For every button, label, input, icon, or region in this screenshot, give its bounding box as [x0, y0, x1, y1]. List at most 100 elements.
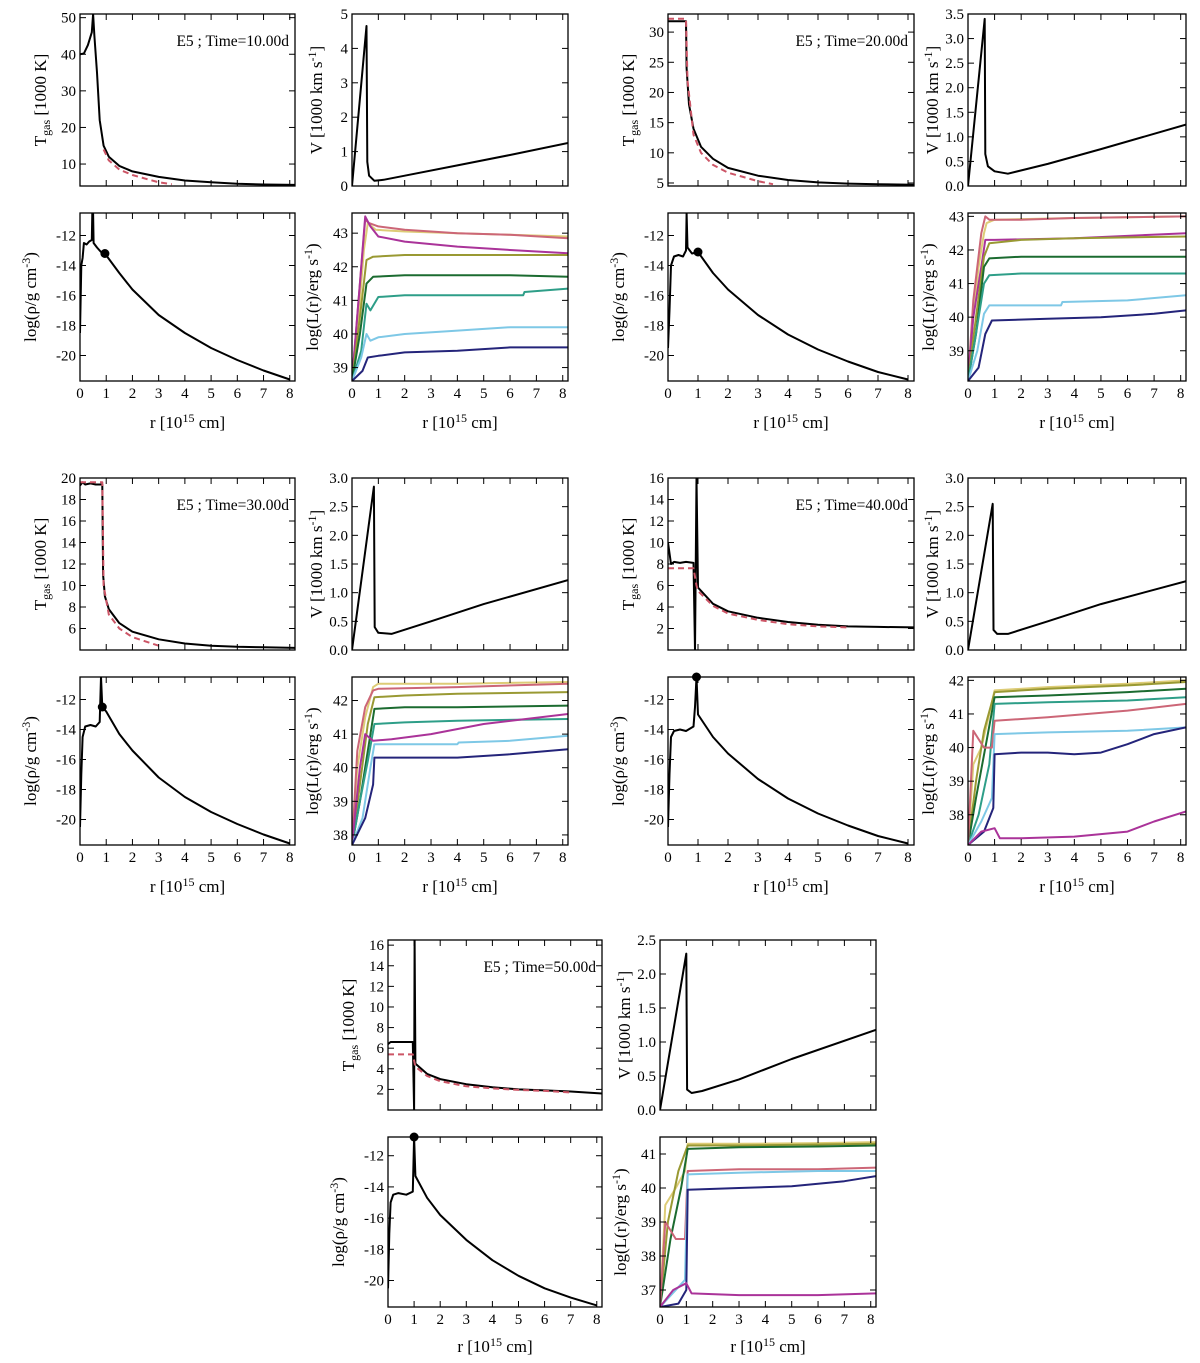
velocity-panel-3-series	[352, 485, 568, 650]
x-tick-label: 3	[1044, 386, 1052, 402]
x-tick-label: 8	[1177, 850, 1185, 866]
y-tick-label: 3.0	[329, 471, 348, 487]
x-tick-label: 1	[375, 850, 383, 866]
luminosity-panel-3-ylabel: log(L(r)/erg s-1)	[301, 707, 322, 814]
x-tick-label: 1	[102, 386, 110, 402]
luminosity-panel-1-series	[352, 215, 568, 381]
y-tick-label: 2.0	[945, 528, 964, 544]
luminosity-panel-3-line-l7	[352, 713, 568, 845]
y-tick-label: 0.5	[945, 614, 964, 630]
y-tick-label: 14	[61, 536, 77, 552]
luminosity-panel-1-ylabel: log(L(r)/erg s-1)	[301, 243, 322, 350]
velocity-panel-1-frame	[351, 13, 569, 187]
x-tick-label: 8	[867, 1312, 875, 1328]
y-tick-label: 0.0	[637, 1103, 656, 1119]
y-tick-label: -14	[644, 259, 664, 275]
tgas-panel-1-line-Tgas	[80, 14, 295, 186]
y-tick-label: -18	[644, 319, 664, 335]
y-tick-label: -14	[364, 1180, 384, 1196]
x-tick-label: 0	[76, 386, 84, 402]
x-tick-label: 0	[76, 850, 84, 866]
y-tick-label: 20	[649, 85, 664, 101]
density-panel-5: 0 1 2 3 4 5 6 7 8 -20 -18 -16 -14 -12 log(ρ/g cm-3)	[327, 1132, 603, 1328]
y-tick-label: 40	[641, 1181, 656, 1197]
density-panel-2-marker	[693, 247, 703, 257]
time-annotation: E5 ; Time=40.00d	[795, 497, 908, 514]
velocity-panel-4: 0.0 0.5 1.0 1.5 2.0 2.5 3.0 V [1000 km s-1]	[921, 471, 1187, 659]
y-tick-label: 6	[69, 622, 77, 638]
tgas-panel-1-frame	[79, 13, 296, 187]
x-tick-label: 0	[664, 850, 672, 866]
x-tick-label: 3	[463, 1312, 471, 1328]
density-panel-5-frame	[387, 1136, 603, 1308]
x-tick-label: 8	[559, 850, 567, 866]
y-tick-label: 0.0	[329, 643, 348, 659]
x-tick-label: 4	[489, 1312, 497, 1328]
x-tick-label: 0	[964, 850, 972, 866]
y-tick-label: 1.0	[945, 130, 964, 146]
y-tick-label: 1.5	[945, 557, 964, 573]
time-annotation: E5 ; Time=50.00d	[483, 959, 596, 976]
luminosity-panel-4-line-l3	[968, 696, 1186, 845]
y-tick-label: 16	[369, 938, 385, 954]
x-axis-label: r [1015 cm]	[150, 411, 225, 432]
y-tick-label: 15	[649, 116, 664, 132]
y-tick-label: 10	[649, 536, 664, 552]
density-panel-3-ylabel: log(ρ/g cm-3)	[19, 716, 40, 806]
y-tick-label: 10	[61, 157, 76, 173]
x-axis-label: r [1015 cm]	[753, 875, 828, 896]
luminosity-panel-1-line-l4	[352, 274, 568, 381]
x-tick-label: 2	[436, 1312, 444, 1328]
tgas-panel-3: 6 8 10 12 14 16 18 20 Tgas [1000 K] E5 ; Time=30.…	[31, 471, 296, 651]
x-tick-label: 7	[1150, 386, 1158, 402]
luminosity-panel-3-frame	[351, 676, 569, 846]
velocity-panel-3-frame	[351, 477, 569, 651]
y-tick-label: 0.0	[945, 179, 964, 195]
y-tick-label: 6	[657, 579, 665, 595]
y-tick-label: 40	[949, 741, 964, 757]
luminosity-panel-2-series	[968, 215, 1186, 381]
x-tick-label: 0	[664, 386, 672, 402]
x-tick-label: 1	[410, 1312, 418, 1328]
density-panel-2-frame	[667, 212, 915, 382]
y-tick-label: 12	[649, 514, 664, 530]
x-tick-label: 3	[1044, 850, 1052, 866]
x-tick-label: 5	[1097, 386, 1105, 402]
density-panel-1: 0 1 2 3 4 5 6 7 8 -20 -18 -16 -14 -12 log(ρ/g cm-3)	[19, 212, 296, 402]
luminosity-panel-2-line-l2	[968, 294, 1186, 381]
density-panel-4-frame	[667, 676, 915, 846]
luminosity-panel-4-ylabel: log(L(r)/erg s-1)	[917, 707, 938, 814]
y-tick-label: 1.5	[637, 1001, 656, 1017]
x-tick-label: 8	[1177, 386, 1185, 402]
x-tick-label: 1	[683, 1312, 691, 1328]
luminosity-panel-5-frame	[659, 1136, 877, 1308]
x-tick-label: 2	[709, 1312, 717, 1328]
y-tick-label: 1	[341, 145, 349, 161]
luminosity-panel-5-series	[660, 1141, 876, 1307]
luminosity-panel-2-line-l3	[968, 272, 1186, 381]
x-tick-label: 7	[567, 1312, 575, 1328]
y-tick-label: 0.5	[637, 1069, 656, 1085]
tgas-panel-3-series	[80, 481, 295, 649]
y-tick-label: 1.5	[329, 557, 348, 573]
y-tick-label: 50	[61, 11, 76, 27]
x-tick-label: 6	[1124, 386, 1132, 402]
x-tick-label: 0	[964, 386, 972, 402]
y-tick-label: 2	[341, 110, 349, 126]
y-tick-label: 37	[641, 1283, 657, 1299]
x-tick-label: 2	[129, 850, 137, 866]
y-tick-label: 0.5	[945, 154, 964, 170]
luminosity-panel-4-line-l5	[968, 681, 1186, 845]
x-tick-label: 6	[506, 850, 514, 866]
luminosity-panel-1-line-l2	[352, 326, 568, 381]
luminosity-panel-3-line-l3	[352, 718, 568, 845]
tgas-panel-2-line-Trad	[668, 17, 774, 186]
luminosity-panel-1-line-l1	[352, 346, 568, 381]
y-tick-label: 3.0	[945, 32, 964, 48]
y-tick-label: 43	[949, 209, 964, 225]
y-tick-label: -18	[56, 783, 76, 799]
y-tick-label: 38	[641, 1249, 656, 1265]
y-tick-label: 2.5	[945, 56, 964, 72]
